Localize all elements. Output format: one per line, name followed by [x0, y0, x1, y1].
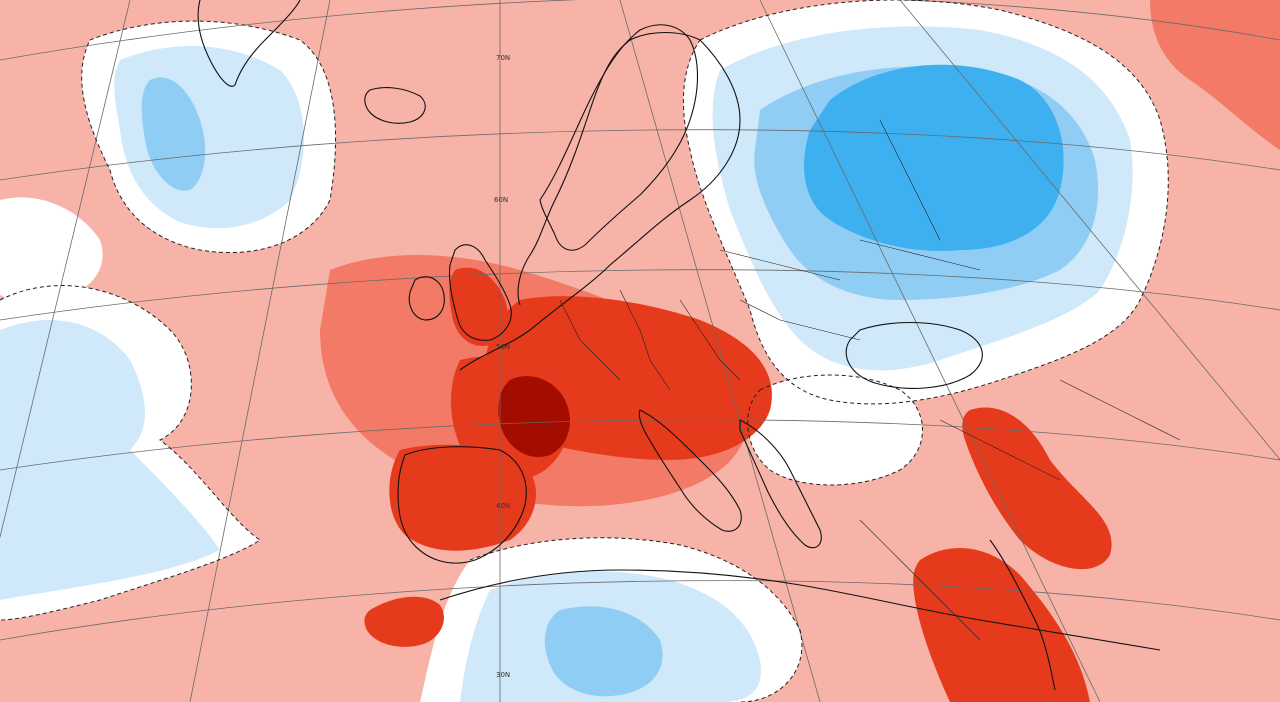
iberia-hot	[389, 444, 537, 551]
france-extreme	[498, 376, 570, 458]
coastline-britain	[448, 244, 512, 341]
graticule-line	[759, 0, 1101, 702]
greenland-cold-core	[141, 77, 206, 191]
balkan-neutral-zone	[747, 375, 923, 485]
atlantic-cold-zone	[0, 320, 220, 600]
russia-cold-core	[804, 64, 1064, 251]
country-border	[1059, 379, 1181, 441]
lat-label-70n: 70N	[496, 54, 510, 62]
lat-label-30n: 30N	[496, 671, 510, 679]
coastline-iberia	[397, 446, 527, 564]
anomaly-contour	[0, 285, 261, 621]
country-border	[739, 299, 861, 341]
lat-label-40n: 40N	[496, 502, 510, 510]
anomaly-contour	[683, 0, 1169, 405]
coastline-mainland	[459, 32, 741, 371]
graticule-line	[0, 0, 131, 539]
country-border	[559, 299, 621, 381]
coastline-black-sea	[845, 322, 983, 389]
coastline-italy	[638, 409, 742, 532]
anomaly-contour	[747, 374, 923, 486]
anomaly-contour	[81, 20, 337, 254]
middle-east-hot	[962, 407, 1112, 570]
graticule-line	[189, 0, 331, 702]
anomaly-contour	[469, 537, 803, 702]
graticule-line	[0, 0, 1280, 61]
country-border	[879, 119, 941, 241]
lat-label-50n: 50N	[496, 343, 510, 351]
coastline-red-sea	[989, 539, 1056, 691]
graticule-line	[619, 0, 821, 702]
arctic-east-warm	[1150, 0, 1280, 150]
coastline-balkans	[739, 419, 822, 549]
country-border	[859, 519, 981, 641]
morocco-hot	[364, 596, 444, 647]
mediterranean-cold-core	[544, 606, 663, 697]
coastline-scandinavia	[539, 24, 699, 251]
coastline-ireland	[408, 276, 445, 321]
graticule-line	[899, 0, 1280, 461]
coastline-greenland	[197, 0, 301, 87]
graticule-line	[0, 129, 1280, 181]
country-border	[719, 249, 841, 281]
country-border	[679, 299, 741, 381]
coastline-iceland	[364, 87, 426, 124]
country-border	[939, 419, 1061, 481]
country-border	[859, 239, 981, 271]
graticule-line	[0, 580, 1280, 641]
graticule-line	[0, 419, 1280, 471]
country-border	[619, 289, 671, 391]
north-atlantic-neutral-ring	[0, 197, 103, 303]
lat-label-60n: 60N	[494, 196, 508, 204]
graticule-line	[0, 269, 1280, 321]
britain-hot	[449, 267, 508, 346]
coastline-north-africa	[439, 569, 1161, 651]
